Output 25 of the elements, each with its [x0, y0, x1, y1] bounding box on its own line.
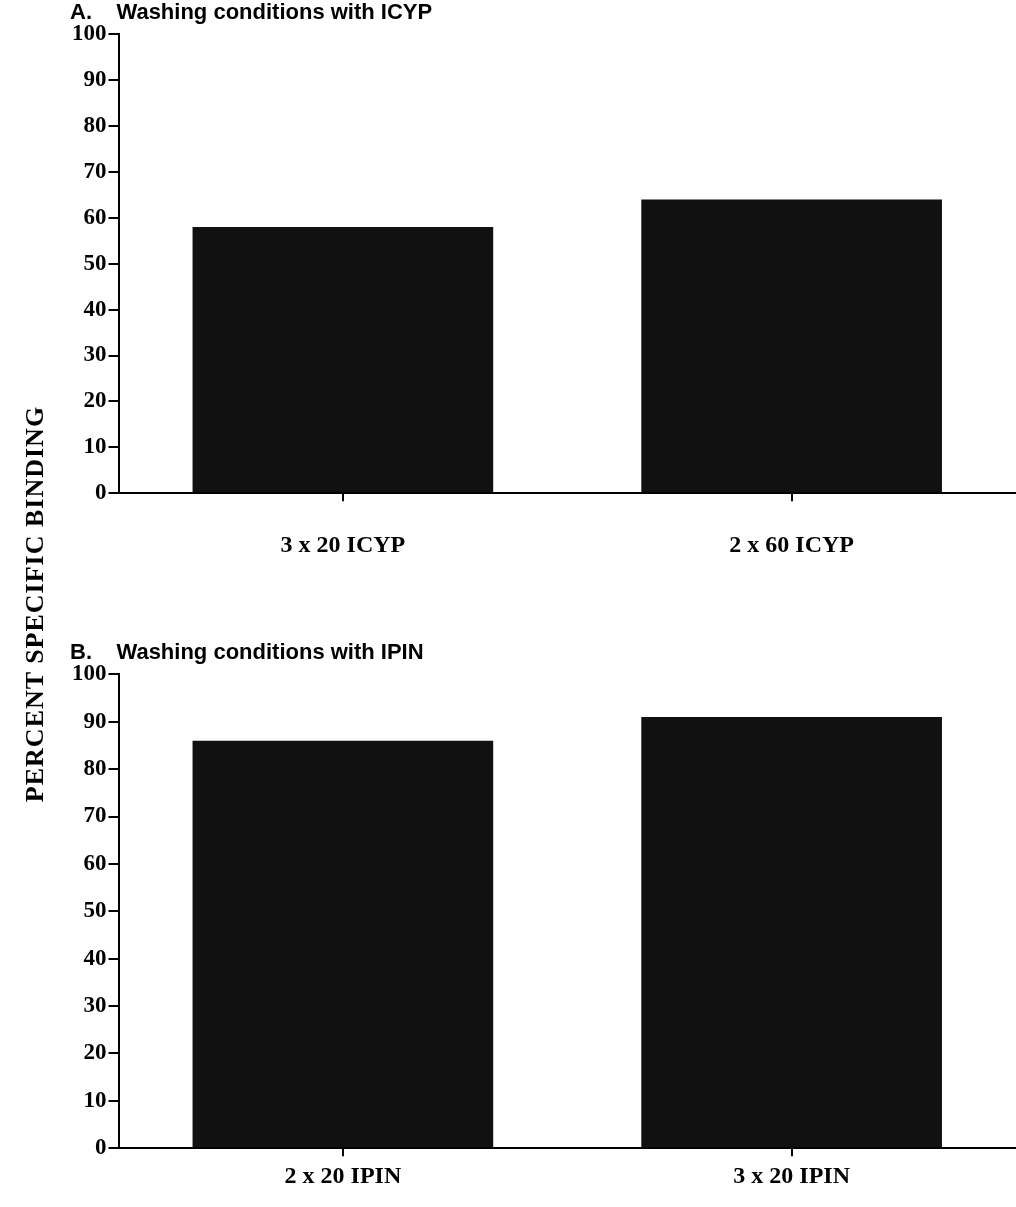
y-tick-label: 70 — [83, 157, 107, 183]
x-tick-label: 3 x 20 ICYP — [280, 530, 406, 557]
y-tick-label: 50 — [83, 897, 107, 923]
y-tick-label: 30 — [83, 992, 107, 1017]
y-tick-label: 80 — [83, 112, 107, 138]
x-tick-label: 2 x 60 ICYP — [729, 530, 854, 557]
y-tick-label: 0 — [95, 479, 107, 505]
y-tick-label: 0 — [95, 1134, 107, 1160]
x-tick-label: 2 x 20 IPIN — [284, 1161, 402, 1188]
y-tick-label: 20 — [83, 1039, 107, 1065]
y-tick-label: 10 — [83, 1086, 107, 1112]
y-tick-label: 30 — [83, 341, 107, 367]
y-tick-label: 90 — [83, 707, 107, 733]
y-tick-label: 40 — [83, 944, 107, 970]
y-tick-label: 20 — [83, 387, 107, 413]
y-tick-label: 80 — [83, 755, 107, 781]
y-tick-label: 50 — [83, 249, 107, 275]
y-tick-label: 10 — [83, 433, 107, 459]
y-tick-label: 40 — [83, 295, 107, 321]
y-tick-label: 60 — [83, 849, 107, 875]
y-tick-label: 90 — [83, 66, 107, 92]
y-axis-title: PERCENT SPECIFIC BINDING — [20, 405, 50, 802]
x-tick-label: 3 x 20 IPIN — [733, 1161, 851, 1188]
y-tick-label: 70 — [83, 802, 107, 828]
y-tick-label: 60 — [83, 203, 107, 229]
